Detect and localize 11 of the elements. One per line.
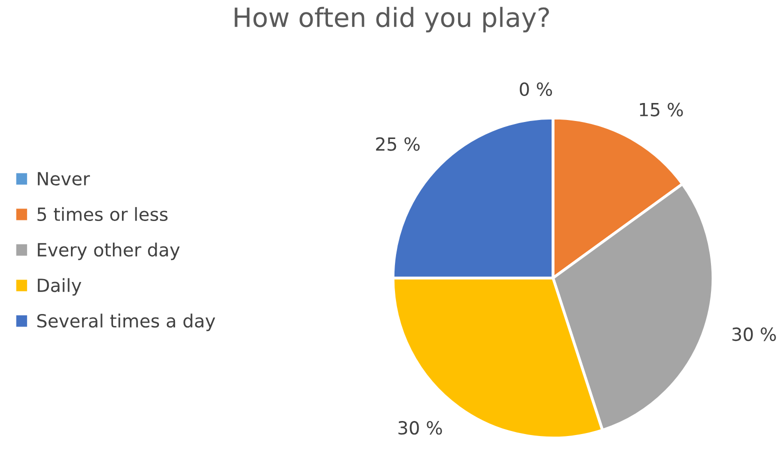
data-label: 30 %: [732, 327, 776, 342]
legend-label: Several times a day: [37, 314, 216, 332]
text: 0 %: [520, 82, 552, 96]
data-label: 15 %: [640, 102, 683, 116]
data-label: 25 %: [376, 137, 420, 151]
legend-label: Every other day: [38, 242, 180, 260]
chart-title: How often did you play?: [234, 6, 549, 32]
legend-label: 5 times or less: [38, 207, 168, 222]
legend-label: Never: [38, 172, 90, 186]
data-label: 30 %: [398, 421, 442, 435]
legend-label: Daily: [38, 278, 82, 296]
